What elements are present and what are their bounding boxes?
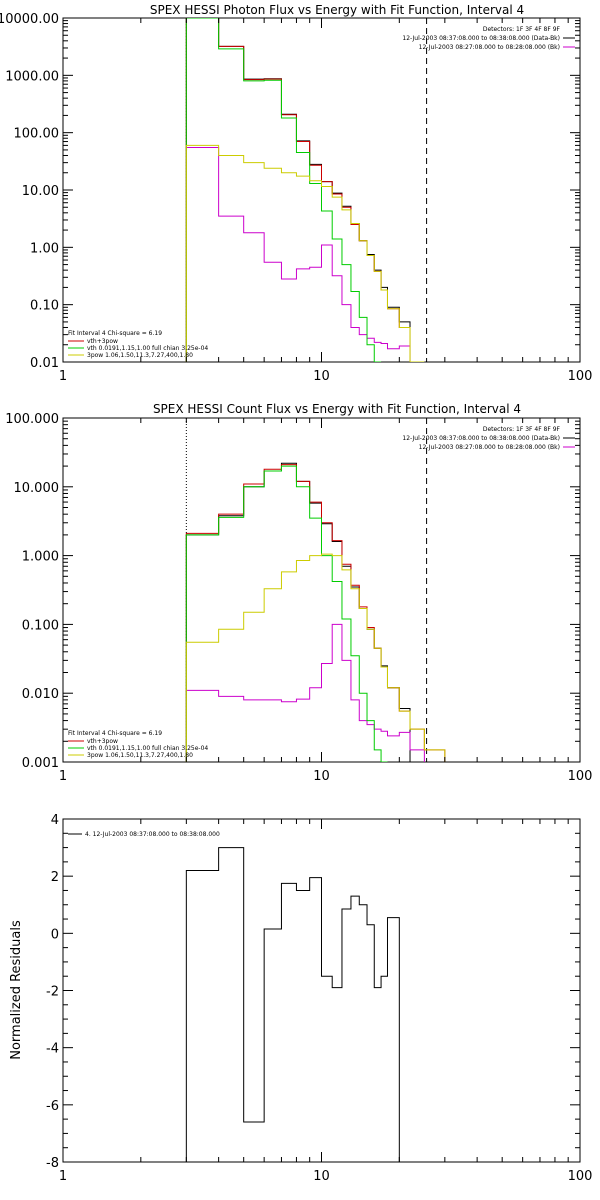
count-flux-info: Detectors: 1F 3F 4F 8F 9F 12-Jul-2003 08… bbox=[402, 426, 575, 451]
powerlaw-params-text: 3pow 1.06,1.50,11.3,7.27,400,1.80 bbox=[87, 752, 193, 759]
photon-flux-marks bbox=[185, 18, 428, 362]
fit-series bbox=[185, 18, 411, 362]
power-law-series bbox=[185, 144, 425, 362]
x-tick-label: 100 bbox=[568, 1169, 593, 1184]
count-flux-title: SPEX HESSI Count Flux vs Energy with Fit… bbox=[153, 402, 521, 416]
data-series bbox=[185, 462, 411, 762]
count-flux-marks bbox=[185, 418, 446, 762]
thermal-series bbox=[185, 465, 388, 762]
y-tick-label: 0.100 bbox=[22, 618, 59, 633]
y-tick-label: 2 bbox=[51, 870, 59, 885]
photon-flux-panel: SPEX HESSI Photon Flux vs Energy with Fi… bbox=[0, 3, 592, 384]
residuals-axes: 1 10 100 4 2 0 -2 -4 -6 -8 bbox=[46, 813, 592, 1184]
residuals-panel: 1 10 100 4 2 0 -2 -4 -6 -8 Normalized Residuals 4… bbox=[9, 813, 592, 1184]
thermal-params-text: vth 0.0191,1.15,1.00 full chian 3.25e-04 bbox=[87, 345, 208, 352]
y-tick-label: 0.010 bbox=[22, 687, 59, 702]
data-interval-text: 12-Jul-2003 08:37:08.000 to 08:38:08.000… bbox=[402, 35, 560, 42]
x-tick-label: 10 bbox=[313, 1169, 330, 1184]
fit-chi-text: Fit Interval 4 Chi-square = 6.19 bbox=[68, 330, 162, 337]
x-tick-label: 100 bbox=[568, 769, 593, 784]
power-law-series bbox=[185, 553, 446, 762]
count-flux-fit-legend: Fit Interval 4 Chi-square = 6.19 vth+3po… bbox=[68, 730, 208, 759]
fit-function-text: vth+3pow bbox=[87, 738, 118, 745]
background-interval-text: 12-Jul-2003 08:27:08.000 to 08:28:08.000… bbox=[419, 44, 560, 51]
y-tick-label: 1.000 bbox=[22, 550, 59, 565]
x-tick-label: 1 bbox=[59, 1169, 67, 1184]
y-tick-label: 10.00 bbox=[22, 184, 59, 199]
y-tick-label: 0.01 bbox=[30, 356, 59, 371]
fit-function-text: vth+3pow bbox=[87, 338, 118, 345]
fit-chi-text: Fit Interval 4 Chi-square = 6.19 bbox=[68, 730, 162, 737]
count-flux-plot-frame bbox=[62, 417, 581, 763]
detectors-text: Detectors: 1F 3F 4F 8F 9F bbox=[483, 26, 561, 33]
y-tick-label: 1000.00 bbox=[5, 69, 59, 84]
x-tick-label: 1 bbox=[59, 369, 67, 384]
y-tick-label: 100.00 bbox=[14, 127, 60, 142]
data-interval-text: 12-Jul-2003 08:37:08.000 to 08:38:08.000… bbox=[402, 435, 560, 442]
background-interval-text: 12-Jul-2003 08:27:08.000 to 08:28:08.000… bbox=[419, 444, 560, 451]
residuals-series bbox=[185, 847, 400, 1162]
x-tick-label: 1 bbox=[59, 769, 67, 784]
y-tick-label: 10000.00 bbox=[0, 12, 59, 27]
thermal-series bbox=[185, 18, 382, 362]
x-tick-label: 10 bbox=[313, 769, 330, 784]
photon-flux-fit-legend: Fit Interval 4 Chi-square = 6.19 vth+3po… bbox=[68, 330, 208, 359]
count-flux-panel: SPEX HESSI Count Flux vs Energy with Fit… bbox=[5, 402, 592, 784]
residuals-legend-text: 4. 12-Jul-2003 08:37:08.000 to 08:38:08.… bbox=[85, 831, 220, 838]
y-tick-label: 0.001 bbox=[22, 756, 59, 771]
residuals-marks bbox=[185, 847, 400, 1162]
background-series bbox=[185, 147, 425, 362]
y-tick-label: 0 bbox=[51, 927, 59, 942]
y-tick-label: 1.00 bbox=[30, 241, 59, 256]
y-tick-label: 4 bbox=[51, 813, 59, 828]
thermal-params-text: vth 0.0191,1.15,1.00 full chian 3.25e-04 bbox=[87, 745, 208, 752]
powerlaw-params-text: 3pow 1.06,1.50,11.3,7.27,400,1.80 bbox=[87, 352, 193, 359]
residuals-plot-frame bbox=[62, 818, 581, 1163]
data-series bbox=[185, 18, 411, 362]
background-series bbox=[185, 623, 425, 762]
y-tick-label: -2 bbox=[46, 985, 59, 1000]
y-tick-label: 10.000 bbox=[14, 481, 60, 496]
x-tick-label: 100 bbox=[568, 369, 593, 384]
photon-flux-info: Detectors: 1F 3F 4F 8F 9F 12-Jul-2003 08… bbox=[402, 26, 575, 51]
photon-flux-title: SPEX HESSI Photon Flux vs Energy with Fi… bbox=[150, 3, 524, 17]
count-flux-axes: 1 10 100 100.000 10.000 1.000 0.100 0.010 0.001 bbox=[5, 412, 592, 784]
x-tick-label: 10 bbox=[313, 369, 330, 384]
y-tick-label: -4 bbox=[46, 1042, 59, 1057]
fit-series bbox=[185, 464, 446, 762]
detectors-text: Detectors: 1F 3F 4F 8F 9F bbox=[483, 426, 561, 433]
photon-flux-axes: 1 10 100 10000.00 1000.00 100.00 10.00 1.00 0.10… bbox=[0, 12, 592, 384]
y-tick-label: 100.000 bbox=[5, 412, 59, 427]
y-tick-label: 0.10 bbox=[30, 299, 59, 314]
residuals-y-axis-label: Normalized Residuals bbox=[9, 920, 24, 1060]
y-tick-label: -8 bbox=[46, 1156, 59, 1171]
y-tick-label: -6 bbox=[46, 1099, 59, 1114]
